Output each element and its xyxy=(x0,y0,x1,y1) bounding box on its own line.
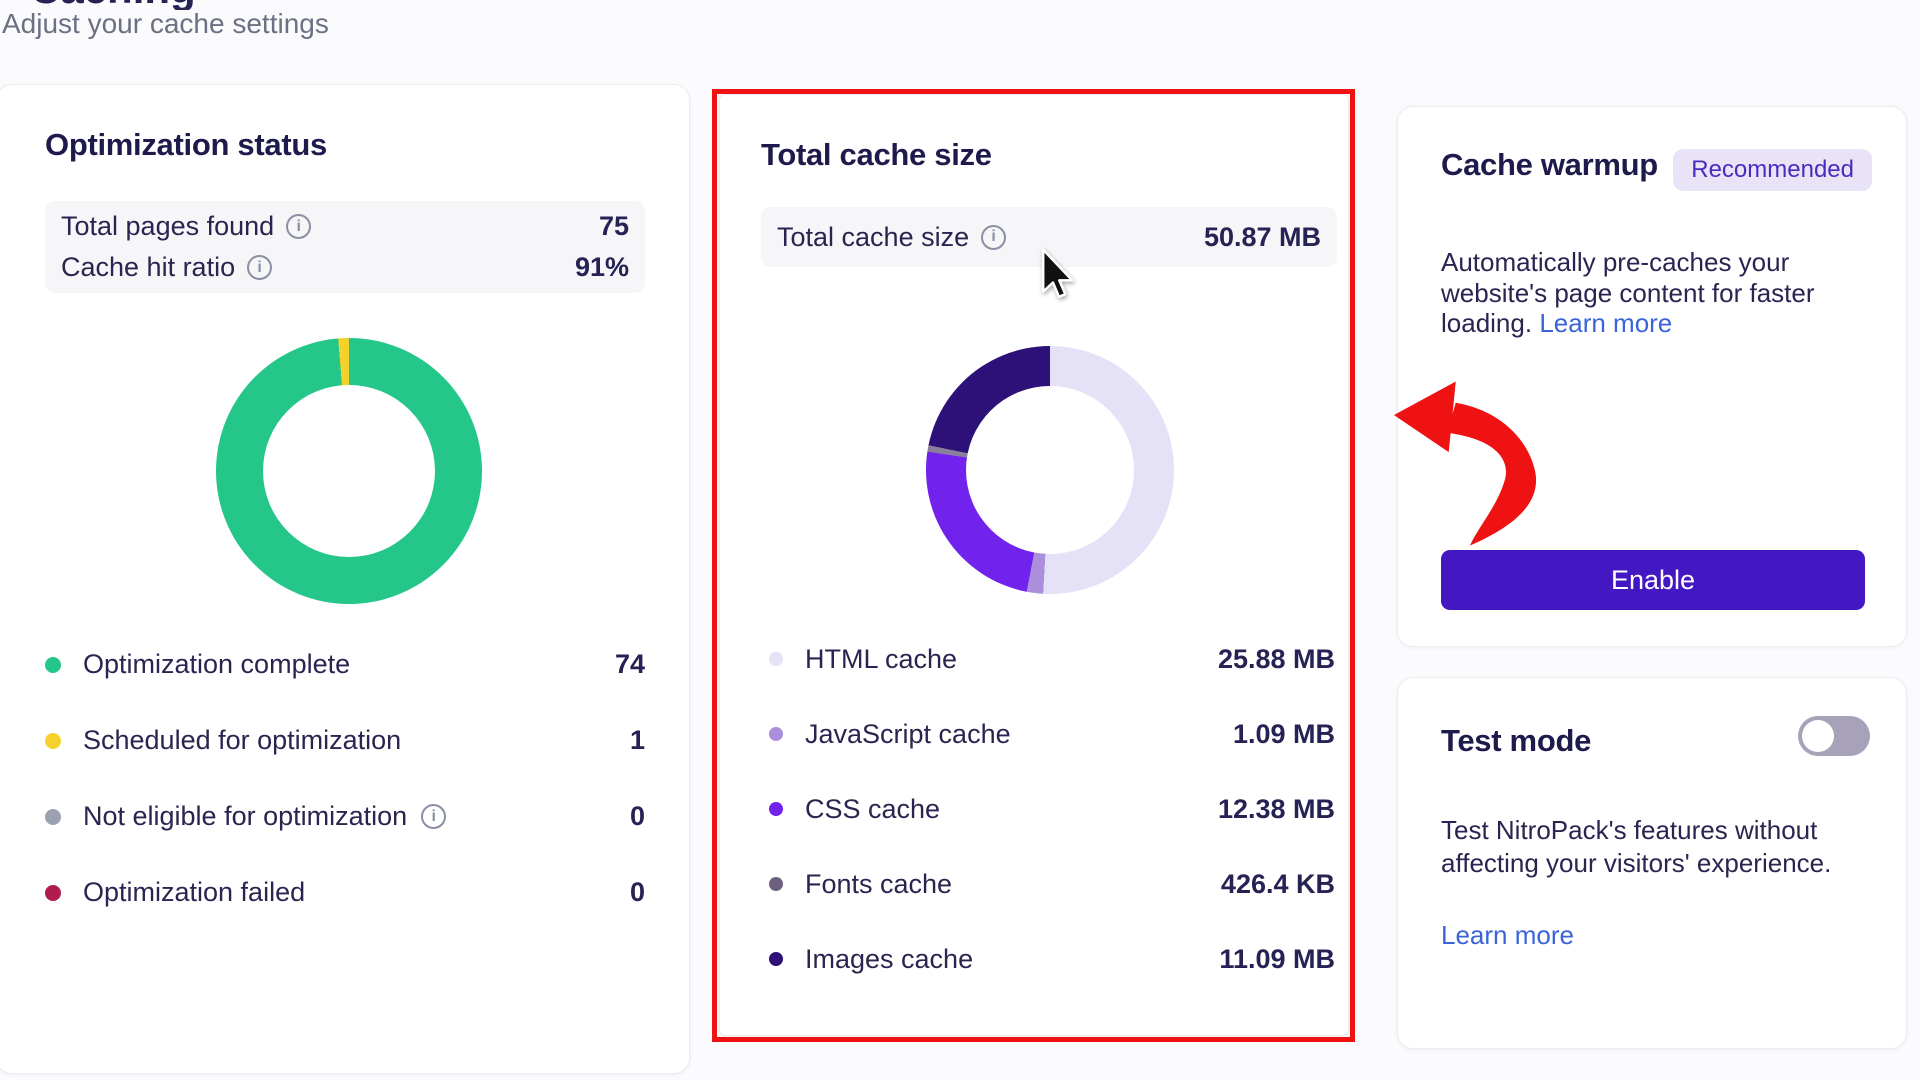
total-cache-size-value: 50.87 MB xyxy=(1203,221,1321,252)
toggle-knob xyxy=(1802,720,1834,752)
stat-row-cache-hit-ratio: Cache hit ratio i 91% xyxy=(61,252,629,283)
legend-item-javascript-cache: JavaScript cache 1.09 MB xyxy=(769,711,1335,757)
legend-item-css-cache: CSS cache 12.38 MB xyxy=(769,786,1335,832)
cache-hit-ratio-label: Cache hit ratio xyxy=(61,252,236,282)
legend-dot xyxy=(769,727,783,741)
stat-row-total-pages: Total pages found i 75 xyxy=(61,211,629,242)
legend-dot xyxy=(45,808,61,825)
total-cache-size-label: Total cache size xyxy=(777,221,970,252)
test-mode-card: Test mode Test NitroPack's features with… xyxy=(1397,677,1907,1049)
test-mode-toggle[interactable] xyxy=(1798,716,1870,756)
page-heading-clipped: Caching xyxy=(30,0,450,10)
legend-item-images-cache: Images cache 11.09 MB xyxy=(769,936,1335,982)
info-icon[interactable]: i xyxy=(286,214,312,239)
legend-dot xyxy=(45,884,61,901)
test-mode-description: Test NitroPack's features without affect… xyxy=(1441,815,1832,878)
total-pages-found-value: 75 xyxy=(598,211,629,241)
cache-size-legend: HTML cache 25.88 MB JavaScript cache 1.0… xyxy=(769,636,1335,1011)
recommended-badge: Recommended xyxy=(1673,149,1872,191)
cache-warmup-card: Cache warmup Recommended Automatically p… xyxy=(1397,106,1907,647)
legend-item-fonts-cache: Fonts cache 426.4 KB xyxy=(769,861,1335,907)
enable-button[interactable]: Enable xyxy=(1441,550,1865,610)
test-mode-learn-more-link[interactable]: Learn more xyxy=(1441,920,1574,950)
legend-item-optimization-complete: Optimization complete 74 xyxy=(45,641,645,688)
total-cache-size-title: Total cache size xyxy=(761,137,992,172)
legend-dot xyxy=(769,802,783,816)
optimization-status-card: Optimization status Total pages found i … xyxy=(0,84,690,1074)
optimization-legend: Optimization complete 74 Scheduled for o… xyxy=(45,641,645,945)
legend-dot xyxy=(769,652,783,666)
optimization-donut-chart xyxy=(216,338,482,604)
total-cache-size-card: Total cache size Total cache size i 50.8… xyxy=(719,94,1349,1036)
legend-item-not-eligible: Not eligible for optimization i 0 xyxy=(45,793,645,840)
optimization-stats-block: Total pages found i 75 Cache hit ratio i… xyxy=(45,201,645,293)
cache-hit-ratio-value: 91% xyxy=(574,252,629,282)
info-icon[interactable]: i xyxy=(981,224,1007,250)
legend-item-html-cache: HTML cache 25.88 MB xyxy=(769,636,1335,682)
info-icon[interactable]: i xyxy=(247,255,273,280)
legend-dot xyxy=(769,952,783,966)
cache-warmup-title: Cache warmup xyxy=(1441,147,1658,182)
optimization-status-title: Optimization status xyxy=(45,127,327,162)
cache-warmup-description: Automatically pre-caches your website's … xyxy=(1441,247,1815,339)
legend-dot xyxy=(769,877,783,891)
legend-dot xyxy=(45,656,61,673)
legend-item-scheduled: Scheduled for optimization 1 xyxy=(45,717,645,764)
legend-dot xyxy=(45,732,61,749)
test-mode-title: Test mode xyxy=(1441,723,1592,758)
legend-item-failed: Optimization failed 0 xyxy=(45,869,645,916)
total-cache-size-stat-block: Total cache size i 50.87 MB xyxy=(761,207,1337,267)
total-pages-found-label: Total pages found xyxy=(61,211,275,241)
cache-size-donut-chart xyxy=(926,346,1174,594)
page-heading: Caching xyxy=(30,0,450,10)
info-icon[interactable]: i xyxy=(421,804,447,829)
stat-row-total-cache-size: Total cache size i 50.87 MB xyxy=(777,222,1321,253)
page-subtitle: Adjust your cache settings xyxy=(2,8,329,39)
cache-warmup-learn-more-link[interactable]: Learn more xyxy=(1539,308,1673,339)
